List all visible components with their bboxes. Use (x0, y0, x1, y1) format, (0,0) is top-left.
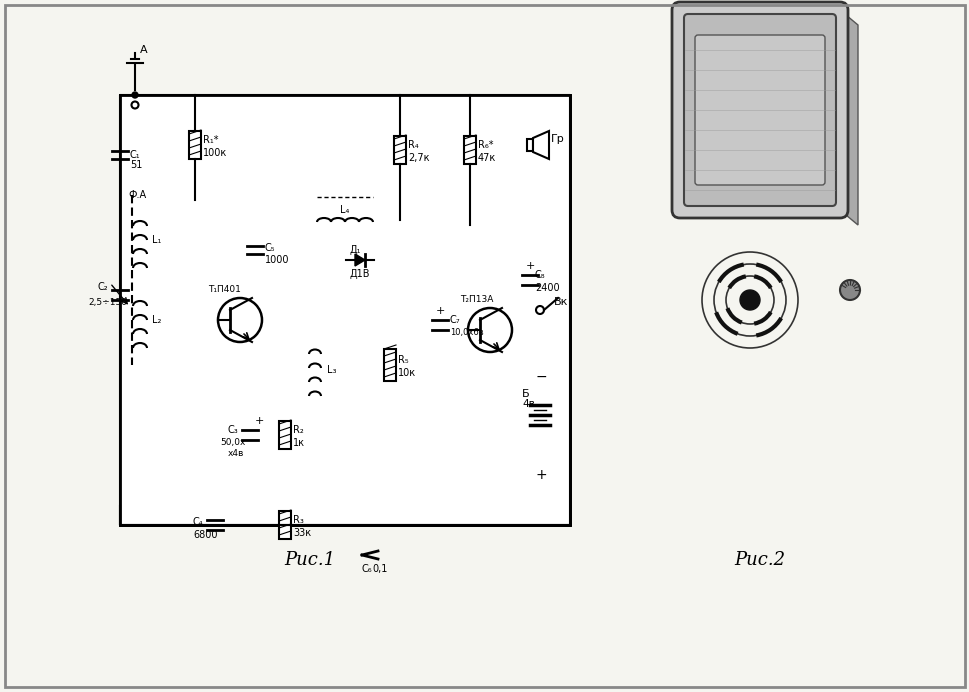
FancyBboxPatch shape (694, 35, 825, 185)
Text: L₁: L₁ (152, 235, 161, 245)
Bar (526, 139, 532, 151)
Text: Рис.1: Рис.1 (284, 551, 335, 569)
Text: 10к: 10к (397, 368, 416, 378)
Text: 0,1: 0,1 (372, 564, 387, 574)
Text: С₅: С₅ (265, 243, 275, 253)
Bar (120, 95, 570, 525)
Bar (120, 95, 570, 525)
Text: С₁: С₁ (130, 150, 141, 160)
Bar (189, 131, 201, 159)
Text: R₆*: R₆* (478, 140, 493, 150)
Text: L₂: L₂ (152, 315, 161, 325)
Text: Вк: Вк (553, 297, 568, 307)
Text: С₈: С₈ (535, 270, 545, 280)
Text: 47к: 47к (478, 153, 496, 163)
Text: +: + (435, 306, 445, 316)
FancyBboxPatch shape (672, 2, 847, 218)
Text: 2,7к: 2,7к (408, 153, 429, 163)
Bar (393, 136, 406, 164)
Text: 2400: 2400 (535, 283, 559, 293)
Text: Ф.А: Ф.А (128, 190, 146, 200)
Text: −: − (536, 370, 547, 384)
Text: +: + (525, 261, 535, 271)
Text: Б: Б (521, 389, 529, 399)
Text: 51: 51 (130, 160, 142, 170)
Text: 1к: 1к (293, 438, 304, 448)
Text: Гр: Гр (550, 134, 564, 144)
Bar (384, 349, 395, 381)
Bar (463, 136, 476, 164)
Text: 100к: 100к (203, 148, 227, 158)
Text: R₄: R₄ (408, 140, 419, 150)
Text: Д₁: Д₁ (350, 245, 361, 255)
Text: 6800: 6800 (193, 530, 217, 540)
Bar (279, 511, 291, 539)
Text: Д1В: Д1В (350, 269, 370, 279)
Text: С₄: С₄ (193, 517, 203, 527)
Text: С₂: С₂ (98, 282, 109, 292)
Text: 33к: 33к (293, 528, 311, 538)
Text: R₂: R₂ (293, 425, 303, 435)
Text: R₃: R₃ (293, 515, 303, 525)
Text: R₅: R₅ (397, 355, 408, 365)
FancyBboxPatch shape (683, 14, 835, 206)
Text: х4в: х4в (228, 448, 244, 457)
Text: R₁*: R₁* (203, 135, 218, 145)
Text: L₃: L₃ (327, 365, 336, 375)
Text: +: + (536, 468, 547, 482)
Text: L₄: L₄ (340, 205, 349, 215)
Text: С₃: С₃ (228, 425, 238, 435)
Text: Рис.2: Рис.2 (734, 551, 785, 569)
Polygon shape (355, 254, 364, 266)
Text: А: А (140, 45, 147, 55)
Text: Т₁П401: Т₁П401 (207, 285, 240, 294)
Circle shape (132, 92, 138, 98)
Text: 50,0х: 50,0х (220, 439, 245, 448)
Text: 1000: 1000 (265, 255, 289, 265)
Polygon shape (532, 131, 548, 159)
Circle shape (839, 280, 860, 300)
Text: +: + (255, 416, 265, 426)
Polygon shape (839, 10, 858, 225)
Bar (279, 421, 291, 449)
Text: Т₂П13А: Т₂П13А (459, 295, 493, 304)
Circle shape (739, 290, 760, 310)
Text: С₇: С₇ (450, 315, 460, 325)
Text: 2,5÷150: 2,5÷150 (88, 298, 127, 307)
Text: С₆: С₆ (361, 564, 372, 574)
Text: 4в: 4в (521, 399, 534, 409)
Text: 10,0х6в: 10,0х6в (450, 329, 484, 338)
